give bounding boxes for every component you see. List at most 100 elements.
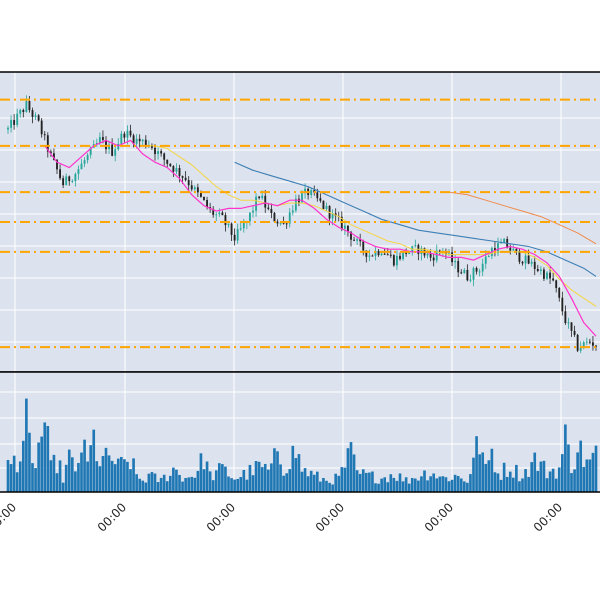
candle-body	[282, 222, 285, 224]
volume-bar	[242, 470, 246, 492]
volume-bar	[165, 481, 169, 492]
volume-bar	[459, 478, 463, 492]
volume-bar	[444, 477, 448, 492]
volume-bar	[260, 467, 264, 492]
volume-bar	[159, 477, 163, 492]
candle-body	[108, 144, 110, 150]
candle-body	[588, 341, 591, 343]
candle-body	[561, 297, 564, 312]
candle-body	[549, 272, 551, 279]
candle-body	[463, 269, 466, 274]
volume-bar	[453, 474, 457, 492]
candle-body	[132, 135, 135, 144]
volume-bar	[404, 477, 408, 492]
volume-bar	[251, 475, 255, 492]
candle-body	[203, 196, 205, 201]
volume-bar	[190, 476, 194, 492]
x-tick-label: 00:00	[95, 500, 129, 534]
candle-body	[509, 247, 512, 251]
candle-body	[141, 139, 144, 142]
volume-bar	[21, 440, 25, 492]
candle-body	[371, 255, 374, 257]
candle-body	[316, 192, 319, 199]
candle-body	[576, 334, 579, 351]
candle-body	[19, 110, 22, 114]
candle-body	[46, 135, 49, 152]
volume-bar	[349, 442, 353, 492]
candle-body	[552, 278, 555, 281]
candle-body	[350, 231, 352, 240]
candle-body	[187, 180, 190, 186]
candle-body	[429, 253, 432, 258]
volume-bar	[331, 484, 334, 492]
x-tick-label: 00:00	[204, 500, 238, 534]
volume-bar	[107, 455, 111, 492]
candle-body	[438, 250, 441, 252]
candle-body	[172, 166, 175, 172]
candle-body	[396, 255, 398, 266]
volume-bar	[527, 476, 530, 492]
volume-bar	[273, 448, 276, 492]
candle-body	[31, 110, 34, 117]
volume-bar	[570, 473, 573, 492]
candle-body	[426, 253, 429, 256]
ma-longer-line	[448, 191, 597, 245]
volume-bar	[392, 477, 396, 492]
volume-bar	[319, 481, 322, 492]
candle-body	[399, 255, 401, 260]
volume-bar	[490, 448, 494, 492]
candle-body	[77, 169, 80, 174]
candle-body	[543, 269, 545, 279]
volume-bar	[178, 474, 181, 492]
volume-bar	[352, 454, 356, 492]
candle-body	[62, 178, 65, 186]
volume-bar	[300, 471, 304, 492]
candle-body	[120, 133, 123, 144]
candle-body	[138, 138, 141, 142]
candle-body	[304, 188, 306, 194]
candle-body	[356, 239, 359, 241]
volume-bar	[245, 479, 249, 492]
volume-bar	[119, 456, 123, 492]
volume-bar	[533, 452, 537, 492]
candle-body	[37, 115, 40, 121]
volume-bar	[64, 464, 68, 492]
volume-bar	[187, 477, 191, 492]
volume-bar	[401, 481, 405, 492]
candle-body	[343, 225, 346, 229]
volume-bar	[551, 468, 555, 492]
ma-short-line	[44, 139, 597, 337]
candle-body	[74, 173, 77, 182]
volume-bar	[358, 473, 362, 492]
price-panel	[0, 71, 600, 373]
volume-bar	[579, 440, 583, 492]
candle-body	[466, 269, 469, 281]
candle-body	[435, 250, 438, 261]
volume-bar	[193, 477, 197, 492]
candle-body	[221, 212, 224, 216]
volume-bar	[46, 426, 50, 492]
volume-bar	[557, 467, 561, 492]
candle-body	[530, 261, 533, 264]
candle-body	[564, 311, 567, 323]
candle-body	[585, 341, 588, 343]
candle-body	[322, 200, 325, 209]
candle-body	[457, 260, 460, 273]
volume-bar	[594, 445, 598, 492]
volume-bar	[221, 464, 224, 492]
volume-bar	[328, 482, 331, 492]
volume-bar	[297, 454, 301, 492]
candle-body	[518, 250, 521, 262]
volume-bar	[524, 469, 527, 492]
candle-body	[392, 255, 395, 266]
volume-bar	[466, 482, 469, 492]
volume-bar	[52, 454, 56, 492]
volume-bar	[40, 436, 44, 492]
volume-bar	[567, 444, 570, 492]
volume-bar	[585, 459, 589, 492]
candle-body	[123, 133, 126, 138]
candle-body	[28, 101, 31, 111]
candle-body	[380, 253, 383, 256]
candle-body	[49, 151, 52, 154]
candle-body	[301, 193, 303, 203]
